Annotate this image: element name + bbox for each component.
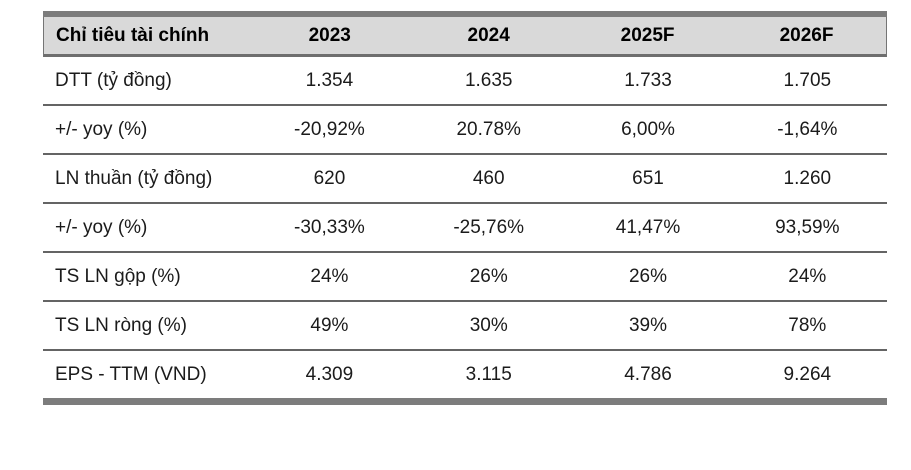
cell-value: 24% (788, 265, 827, 287)
header-cell-indicator: Chỉ tiêu tài chính (56, 24, 210, 46)
cell-value: 4.309 (305, 363, 354, 385)
cell-value: 26% (469, 265, 508, 287)
cell-value: 30% (469, 314, 508, 336)
cell-value: -20,92% (294, 118, 365, 140)
cell-value: 41,47% (615, 216, 681, 238)
row-label: TS LN gộp (%) (55, 265, 181, 287)
cell-value: 651 (632, 167, 664, 189)
header-cell-2025f: 2025F (620, 24, 675, 46)
cell-value: 78% (788, 314, 827, 336)
financial-indicators-table: Chỉ tiêu tài chính 2023 2024 2025F 2026F… (43, 11, 887, 405)
cell-value: 1.260 (783, 167, 832, 189)
cell-value: 3.115 (465, 363, 512, 385)
row-label: EPS - TTM (VND) (55, 363, 207, 385)
cell-value: 26% (628, 265, 668, 287)
cell-value: 1.635 (464, 69, 513, 91)
table-row: +/- yoy (%) -20,92% 20.78% 6,00% -1,64% (43, 106, 887, 155)
row-label: +/- yoy (%) (55, 216, 148, 238)
header-cell-2023: 2023 (308, 24, 351, 46)
cell-value: 4.786 (624, 363, 672, 385)
table-row: DTT (tỷ đồng) 1.354 1.635 1.733 1.705 (43, 57, 887, 106)
cell-value: 1.354 (305, 69, 354, 91)
table-row: TS LN gộp (%) 24% 26% 26% 24% (43, 253, 887, 302)
header-cell-2026f: 2026F (779, 24, 834, 46)
cell-value: 1.705 (783, 69, 832, 91)
cell-value: 49% (310, 314, 349, 336)
cell-value: 460 (472, 167, 505, 189)
cell-value: 24% (310, 265, 349, 287)
table-row: TS LN ròng (%) 49% 30% 39% 78% (43, 302, 887, 351)
table-bottom-rule (43, 398, 887, 405)
header-cell-2024: 2024 (467, 24, 510, 46)
cell-value: -30,33% (294, 216, 365, 238)
cell-value: 6,00% (621, 118, 675, 140)
cell-value: 93,59% (775, 216, 840, 238)
cell-value: 1.733 (624, 69, 672, 91)
table-row: EPS - TTM (VND) 4.309 3.115 4.786 9.264 (43, 351, 887, 398)
table-row: LN thuần (tỷ đồng) 620 460 651 1.260 (43, 155, 887, 204)
cell-value: -25,76% (453, 216, 525, 238)
table-row: +/- yoy (%) -30,33% -25,76% 41,47% 93,59… (43, 204, 887, 253)
cell-value: -1,64% (777, 118, 838, 140)
cell-value: 620 (313, 167, 346, 189)
table-header-row: Chỉ tiêu tài chính 2023 2024 2025F 2026F (43, 17, 887, 57)
row-label: +/- yoy (%) (55, 118, 148, 140)
cell-value: 20.78% (456, 118, 521, 140)
cell-value: 39% (628, 314, 668, 336)
cell-value: 9.264 (783, 363, 832, 385)
row-label: TS LN ròng (%) (55, 314, 187, 336)
row-label: LN thuần (tỷ đồng) (55, 167, 213, 189)
table-top-rule (43, 11, 887, 17)
row-label: DTT (tỷ đồng) (55, 69, 172, 91)
